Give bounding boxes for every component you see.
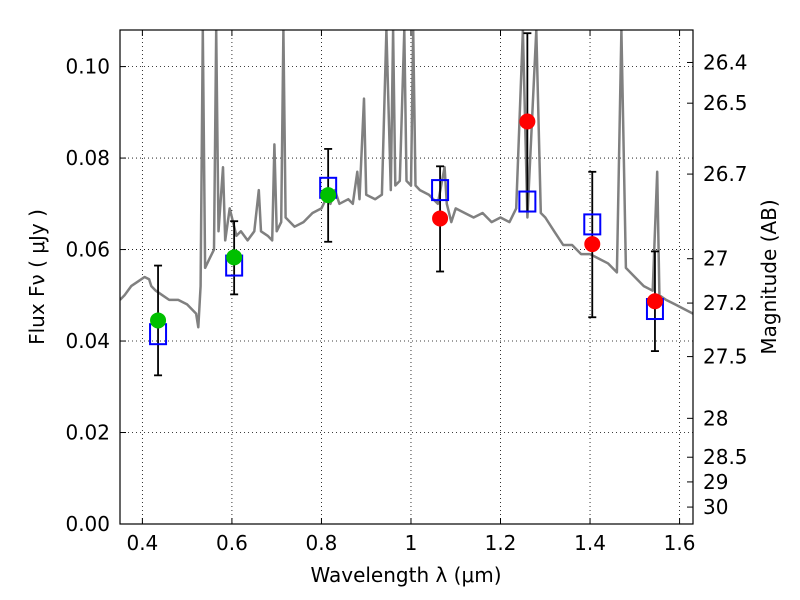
right-tick-label: 27 — [703, 247, 728, 271]
right-tick-label: 27.2 — [703, 291, 748, 315]
y-tick-label: 0.08 — [65, 146, 110, 170]
observed-point — [584, 236, 601, 253]
observed-point — [646, 293, 663, 310]
x-tick-label: 1.4 — [574, 531, 606, 555]
y-tick-label: 0.10 — [65, 55, 110, 79]
x-tick-label: 1 — [405, 531, 418, 555]
x-tick-label: 0.6 — [216, 531, 248, 555]
right-tick-label: 26.5 — [703, 91, 748, 115]
y-axis-title: Flux Fν ( μJy ) — [25, 209, 49, 345]
x-axis-title: Wavelength λ (μm) — [310, 563, 501, 587]
x-tick-label: 0.4 — [126, 531, 158, 555]
right-tick-label: 28 — [703, 406, 728, 430]
observed-point — [519, 113, 536, 130]
observed-point — [226, 249, 243, 266]
observed-point — [150, 312, 167, 329]
model-square — [583, 213, 602, 236]
y-tick-label: 0.00 — [65, 512, 110, 536]
observed-point — [432, 210, 449, 227]
model-square — [431, 179, 450, 202]
right-tick-label: 29 — [703, 470, 728, 494]
observed-point — [320, 187, 337, 204]
y-tick-label: 0.04 — [65, 329, 110, 353]
series-layer — [120, 30, 693, 377]
y-tick-label: 0.06 — [65, 238, 110, 262]
model-square — [518, 190, 537, 213]
spectrum-line — [120, 30, 693, 329]
x-tick-label: 0.8 — [306, 531, 338, 555]
right-tick-label: 26.7 — [703, 162, 748, 186]
plot-frame — [119, 29, 694, 525]
right-tick-label: 27.5 — [703, 345, 748, 369]
y-axis-right-title: Magnitude (AB) — [757, 199, 781, 354]
ticks: 0.4 0.6 0.8 1 1.2 1.4 1.6 0.00 0.02 0.04 0.06 0.08 0… — [65, 30, 748, 555]
right-tick-label: 26.4 — [703, 50, 748, 74]
right-tick-label: 28.5 — [703, 445, 748, 469]
series-group — [120, 30, 693, 377]
x-tick-label: 1.6 — [664, 531, 696, 555]
x-tick-label: 1.2 — [485, 531, 517, 555]
y-tick-label: 0.02 — [65, 421, 110, 445]
right-tick-label: 30 — [703, 495, 728, 519]
